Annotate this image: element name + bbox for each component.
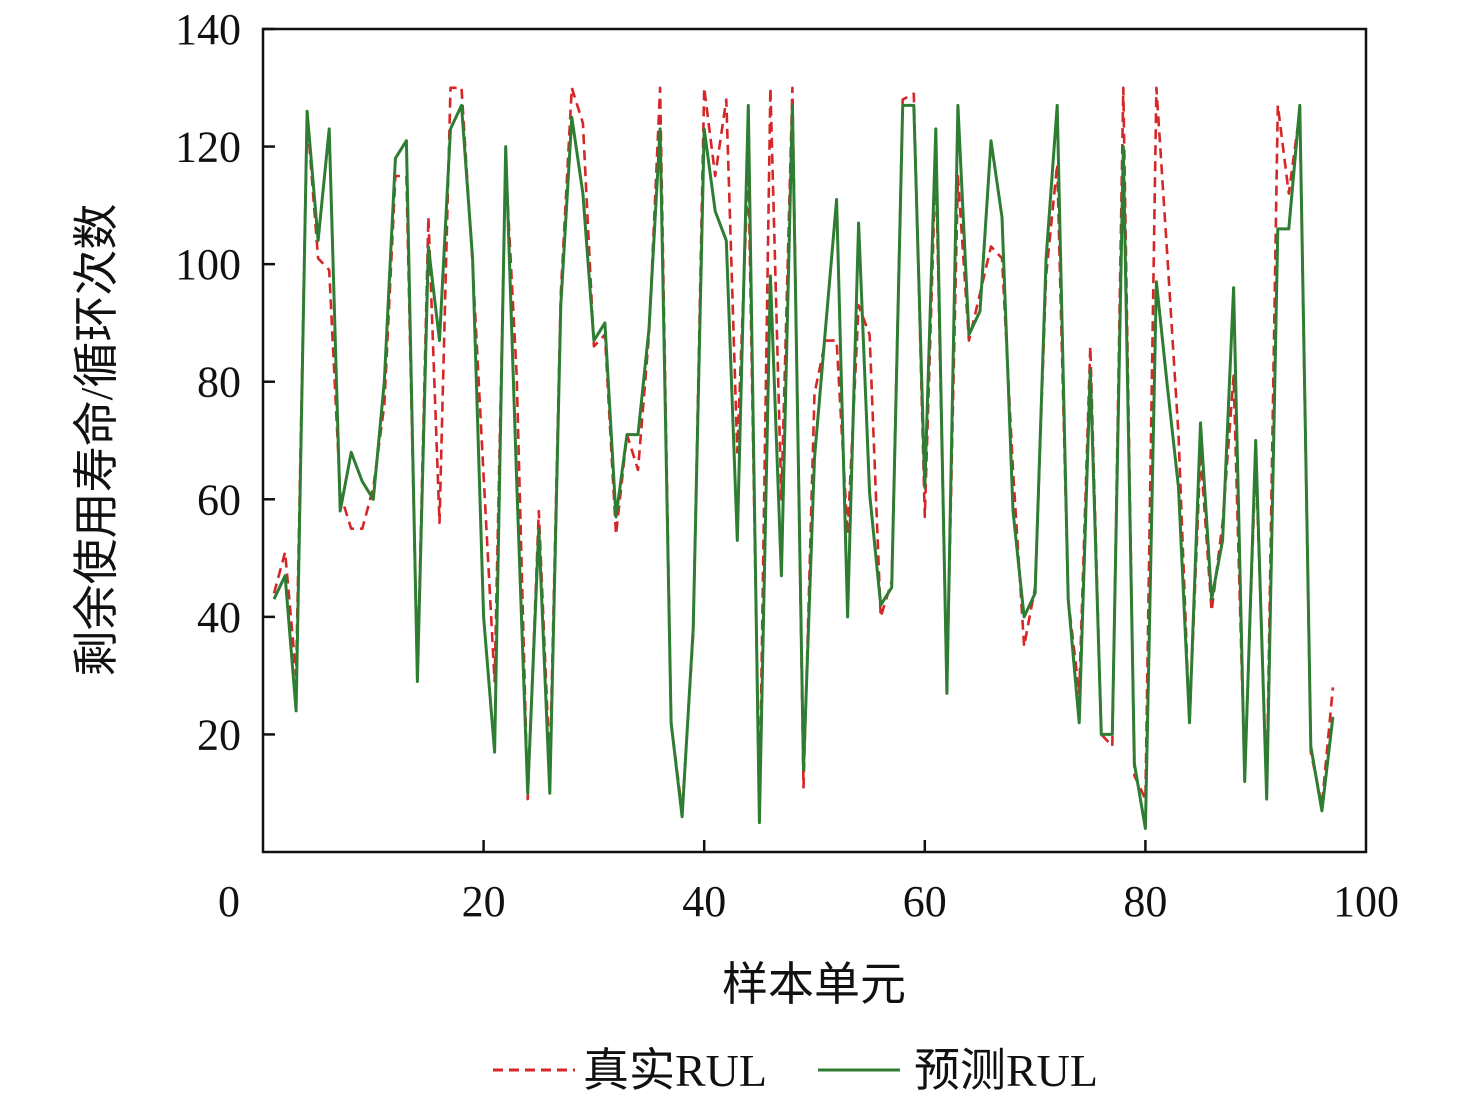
x-tick-label: 40 bbox=[682, 877, 726, 926]
y-tick-label: 120 bbox=[175, 123, 241, 172]
y-tick-label: 100 bbox=[175, 240, 241, 289]
legend-label-pred-rul: 预测RUL bbox=[914, 1045, 1098, 1096]
legend-label-true-rul: 真实RUL bbox=[583, 1045, 767, 1096]
plot-area bbox=[272, 86, 1335, 830]
y-tick-label: 40 bbox=[197, 593, 241, 642]
y-tick-label: 140 bbox=[175, 5, 241, 54]
series-line-pred-rul bbox=[272, 103, 1335, 830]
x-tick-label: 80 bbox=[1123, 877, 1167, 926]
x-tick-label: 0 bbox=[218, 877, 240, 926]
legend: 真实RUL 预测RUL bbox=[493, 1045, 1098, 1096]
axes: 20 40 60 80 100 120 140 0 20 40 60 80 100 bbox=[175, 5, 1399, 926]
x-tick-label: 20 bbox=[462, 877, 506, 926]
y-tick-label: 80 bbox=[197, 358, 241, 407]
y-tick-label: 20 bbox=[197, 710, 241, 759]
y-tick-label: 60 bbox=[197, 475, 241, 524]
y-axis-title: 剩余使用寿命/循环次数 bbox=[71, 204, 122, 677]
plot-frame bbox=[261, 27, 1368, 854]
x-tick-label: 60 bbox=[903, 877, 947, 926]
series-line-true-rul bbox=[272, 86, 1335, 813]
x-axis-title: 样本单元 bbox=[722, 959, 906, 1010]
x-tick-label: 100 bbox=[1333, 877, 1399, 926]
